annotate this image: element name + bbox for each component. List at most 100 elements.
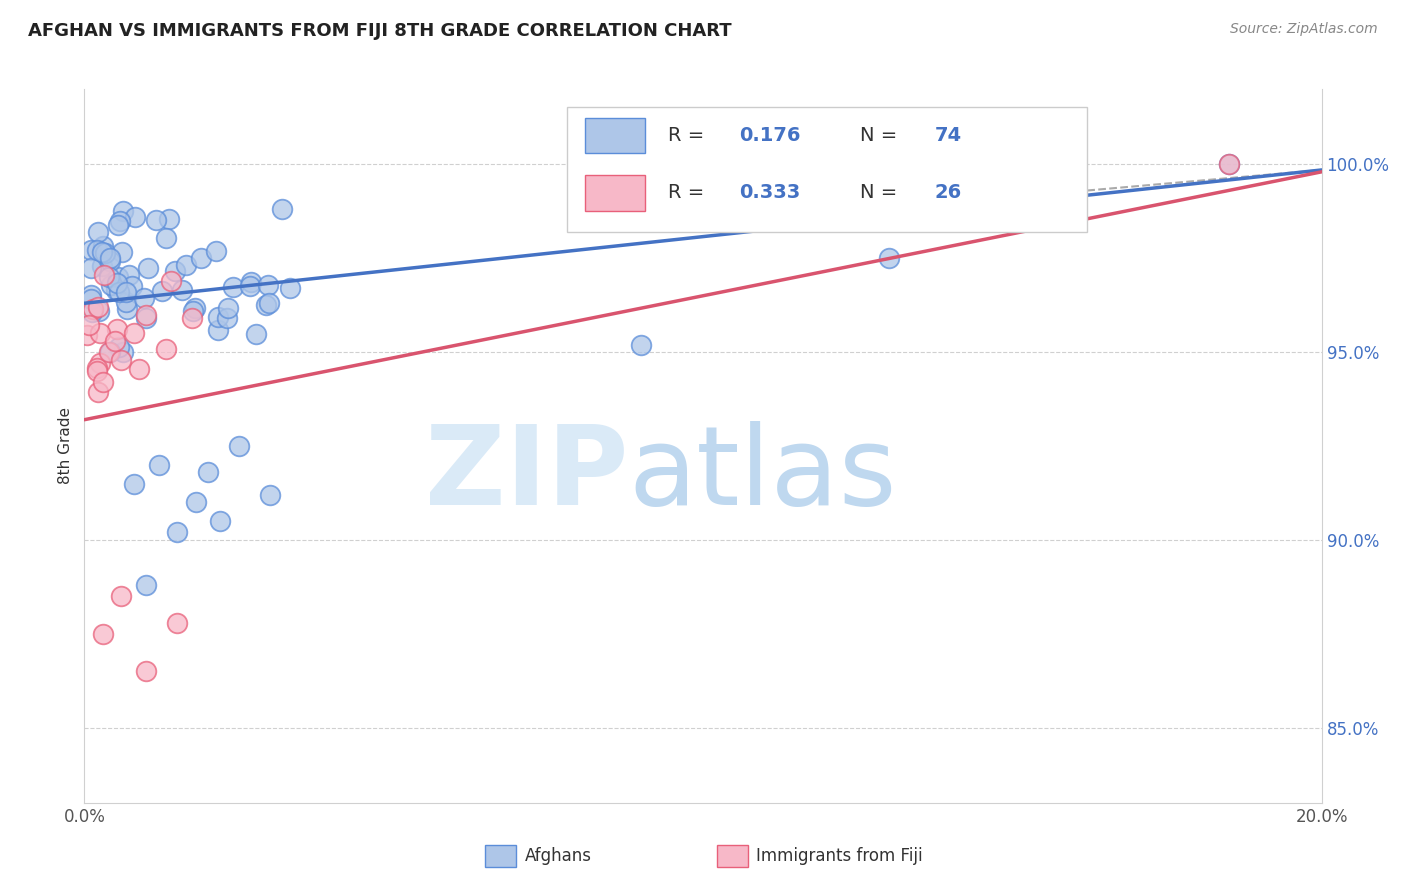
Point (87, 225, 110, 239)
Text: R =: R = (668, 126, 711, 145)
Point (207, 310, 229, 324)
Point (86, 244, 108, 258)
Point (245, 326, 267, 341)
Point (114, 295, 136, 310)
Point (97, 270, 120, 285)
Point (256, 278, 278, 293)
Point (271, 202, 294, 216)
Point (89, 356, 111, 370)
Point (1218, 157, 1240, 171)
Point (124, 210, 146, 224)
Point (86, 361, 108, 376)
Point (108, 339, 131, 353)
Point (79, 243, 101, 257)
Point (184, 495, 207, 509)
Point (145, 213, 167, 227)
Point (117, 301, 139, 316)
Point (110, 214, 132, 228)
Point (183, 301, 205, 315)
Text: 0.176: 0.176 (740, 126, 800, 145)
Point (174, 258, 197, 272)
Point (91, 627, 114, 641)
FancyBboxPatch shape (585, 175, 645, 211)
Point (82, 302, 104, 317)
Point (209, 514, 232, 528)
Point (170, 284, 193, 298)
Y-axis label: 8th Grade: 8th Grade (58, 408, 73, 484)
Point (150, 284, 173, 298)
Point (91, 239, 114, 253)
Point (128, 362, 150, 376)
Point (1218, 157, 1240, 171)
Point (98, 345, 121, 359)
Point (110, 352, 132, 367)
Point (117, 268, 139, 282)
Point (204, 244, 226, 258)
Point (98, 345, 121, 359)
Point (86, 364, 108, 378)
Point (100, 277, 122, 292)
Point (105, 283, 128, 297)
Point (111, 203, 134, 218)
Point (107, 218, 129, 232)
Point (87, 300, 110, 314)
Text: Source: ZipAtlas.com: Source: ZipAtlas.com (1230, 22, 1378, 37)
Point (112, 345, 135, 359)
Point (122, 326, 145, 341)
Point (222, 279, 245, 293)
Point (86, 385, 108, 400)
Point (166, 525, 188, 540)
Point (121, 279, 143, 293)
Point (98, 254, 121, 268)
Point (148, 458, 170, 472)
Point (278, 281, 301, 295)
Point (107, 285, 129, 299)
Point (163, 264, 186, 278)
Point (877, 251, 900, 265)
Text: Afghans: Afghans (524, 847, 592, 865)
Point (79, 292, 101, 306)
Point (160, 274, 183, 288)
Point (181, 310, 204, 325)
FancyBboxPatch shape (567, 107, 1087, 232)
Point (82, 305, 104, 319)
Point (94, 245, 117, 260)
Point (257, 296, 280, 310)
Point (155, 231, 177, 245)
Text: 74: 74 (935, 126, 962, 145)
Point (90, 259, 112, 273)
Point (135, 308, 157, 322)
Text: atlas: atlas (628, 421, 897, 528)
Point (132, 291, 155, 305)
Point (190, 252, 212, 266)
Point (135, 665, 157, 679)
Point (104, 334, 127, 348)
Point (135, 310, 157, 325)
Point (135, 578, 157, 592)
Point (110, 589, 132, 603)
Point (239, 279, 262, 293)
Text: Immigrants from Fiji: Immigrants from Fiji (756, 847, 924, 865)
Point (197, 465, 219, 479)
Point (107, 269, 129, 284)
Point (240, 275, 263, 289)
Point (157, 211, 180, 226)
Point (166, 615, 188, 630)
Text: N =: N = (860, 183, 904, 202)
Point (122, 476, 145, 491)
Text: 26: 26 (935, 183, 962, 202)
Text: AFGHAN VS IMMIGRANTS FROM FIJI 8TH GRADE CORRELATION CHART: AFGHAN VS IMMIGRANTS FROM FIJI 8TH GRADE… (28, 22, 731, 40)
Point (217, 301, 239, 315)
Point (630, 337, 652, 351)
Point (98, 251, 121, 265)
Text: ZIP: ZIP (426, 421, 628, 528)
Point (79, 288, 101, 302)
Point (155, 342, 177, 356)
Point (207, 322, 229, 336)
Point (93, 268, 115, 283)
Point (89, 326, 111, 340)
Point (114, 285, 136, 299)
Point (76, 328, 98, 343)
FancyBboxPatch shape (585, 118, 645, 153)
Point (111, 245, 134, 260)
